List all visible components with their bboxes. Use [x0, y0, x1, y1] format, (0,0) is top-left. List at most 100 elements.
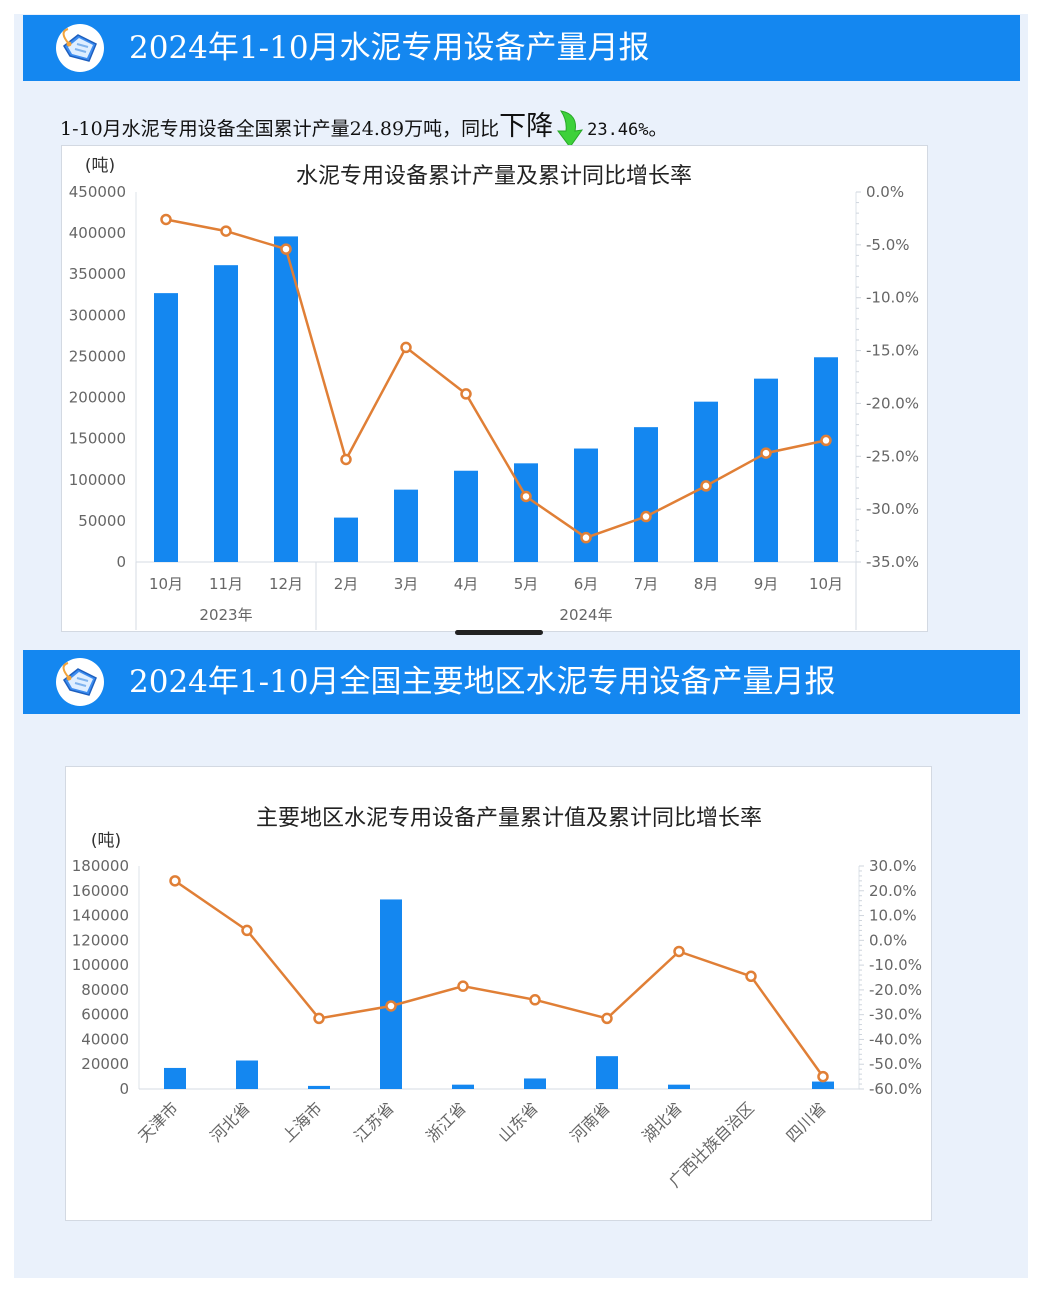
right-y-tick-label: -60.0%	[869, 1080, 922, 1098]
right-y-tick-label: 0.0%	[869, 931, 907, 949]
y-axis-unit-label: (吨)	[85, 156, 115, 176]
x-category-label: 浙江省	[422, 1098, 469, 1145]
x-category-label: 四川省	[782, 1098, 829, 1145]
left-y-tick-label: 400000	[69, 224, 126, 242]
growth-rate-point-1	[169, 875, 181, 887]
chart-bar-4	[380, 899, 402, 1089]
growth-rate-point-5	[400, 341, 412, 354]
chart-bar-1	[154, 293, 178, 562]
chart-title: 水泥专用设备累计产量及累计同比增长率	[296, 164, 692, 189]
left-y-tick-label: 300000	[69, 306, 126, 324]
growth-rate-point-11	[760, 447, 772, 459]
right-y-tick-label: -20.0%	[866, 394, 919, 412]
summary-suffix: 。	[648, 118, 668, 140]
chart-bar-10	[812, 1081, 834, 1089]
x-category-label: 3月	[394, 575, 419, 593]
chart-bar-4	[334, 517, 358, 562]
growth-rate-point-9	[745, 970, 757, 983]
growth-rate-line	[165, 218, 827, 540]
left-y-tick-label: 100000	[69, 471, 126, 489]
growth-rate-point-2	[220, 225, 232, 237]
left-y-tick-label: 80000	[81, 981, 129, 999]
growth-rate-point-7	[520, 490, 532, 503]
x-category-label: 4月	[454, 575, 479, 593]
left-y-tick-label: 60000	[81, 1006, 129, 1024]
growth-rate-point-3	[313, 1012, 325, 1025]
right-y-tick-label: -30.0%	[869, 1006, 922, 1024]
right-y-tick-label: -5.0%	[866, 236, 910, 254]
right-y-tick-label: -40.0%	[869, 1030, 922, 1048]
growth-rate-point-1	[160, 213, 172, 226]
x-category-label: 5月	[514, 575, 539, 593]
chart-card-national: 水泥专用设备累计产量及累计同比增长率 (吨) 0 50000 100000 150000 2…	[61, 145, 928, 632]
right-y-tick-label: -10.0%	[866, 289, 919, 307]
chart-title: 主要地区水泥专用设备产量累计值及累计同比增长率	[256, 806, 762, 831]
x-category-label: 河北省	[206, 1098, 253, 1145]
banner-title: 2024年1-10月水泥专用设备产量月报	[129, 30, 650, 66]
left-y-tick-label: 140000	[72, 907, 129, 925]
left-y-tick-label: 250000	[69, 347, 126, 365]
right-y-tick-label: -25.0%	[866, 447, 919, 465]
left-y-tick-label: 0	[119, 1080, 129, 1098]
green-down-arrow-icon	[557, 110, 584, 148]
price-tag-icon	[56, 658, 104, 706]
y-axis-unit-label: (吨)	[91, 831, 121, 851]
report-banner-regional: 2024年1-10月全国主要地区水泥专用设备产量月报	[23, 650, 1020, 714]
chart-bar-2	[214, 265, 238, 562]
chart-bar-3	[274, 236, 298, 562]
x-category-label: 天津市	[134, 1098, 181, 1145]
growth-rate-point-6	[529, 994, 541, 1006]
left-y-tick-label: 180000	[72, 857, 129, 875]
right-y-tick-label: 30.0%	[869, 857, 917, 875]
right-y-tick-label: 20.0%	[869, 882, 917, 900]
left-y-tick-label: 20000	[81, 1055, 129, 1073]
chart-bar-12	[814, 357, 838, 562]
right-y-tick-label: -20.0%	[869, 981, 922, 999]
left-y-tick-label: 40000	[81, 1030, 129, 1048]
right-y-tick-label: 10.0%	[869, 907, 917, 925]
chart-regional-cumulative: 主要地区水泥专用设备产量累计值及累计同比增长率 (吨) 0 20000 40000 600…	[72, 806, 922, 1191]
left-y-tick-label: 120000	[72, 931, 129, 949]
banner-title: 2024年1-10月全国主要地区水泥专用设备产量月报	[129, 664, 836, 700]
x-category-label: 10月	[809, 575, 843, 593]
x-category-label: 10月	[149, 575, 183, 593]
chart-national-cumulative: 水泥专用设备累计产量及累计同比增长率 (吨) 0 50000 100000 150000 2…	[69, 156, 919, 630]
chart-bar-5	[394, 489, 418, 562]
chart-bar-7	[596, 1056, 618, 1089]
left-y-tick-label: 50000	[78, 512, 126, 530]
growth-rate-point-6	[460, 388, 472, 400]
growth-rate-point-3	[280, 243, 292, 255]
x-category-label: 6月	[574, 575, 599, 593]
scroll-handle	[455, 630, 543, 635]
left-y-tick-label: 100000	[72, 956, 129, 974]
left-y-tick-label: 0	[116, 553, 126, 571]
x-category-label: 河南省	[566, 1098, 613, 1145]
growth-rate-point-7	[601, 1012, 613, 1025]
report-banner-national: 2024年1-10月水泥专用设备产量月报	[23, 15, 1020, 81]
growth-rate-point-9	[640, 510, 652, 523]
left-y-tick-label: 450000	[69, 183, 126, 201]
left-y-tick-label: 160000	[72, 882, 129, 900]
chart-bar-11	[754, 378, 778, 562]
left-y-tick-label: 200000	[69, 389, 126, 407]
right-y-tick-label: -10.0%	[869, 956, 922, 974]
growth-rate-point-10	[817, 1070, 829, 1083]
chart-bar-2	[236, 1060, 258, 1089]
right-y-tick-label: -30.0%	[866, 500, 919, 518]
x-group-label: 2024年	[559, 606, 612, 624]
x-category-label: 山东省	[494, 1098, 541, 1145]
x-category-label: 12月	[269, 575, 303, 593]
chart-bar-8	[668, 1084, 690, 1089]
summary-prefix: 1-10月水泥专用设备全国累计产量24.89万吨，同比	[60, 118, 500, 140]
growth-rate-point-5	[457, 980, 469, 992]
x-category-label: 2月	[334, 575, 359, 593]
price-tag-icon	[56, 24, 104, 72]
chart-bar-6	[454, 470, 478, 562]
growth-rate-point-4	[340, 453, 352, 466]
chart-bar-8	[574, 448, 598, 562]
chart-bar-9	[634, 427, 658, 562]
x-category-label: 9月	[754, 575, 779, 593]
growth-rate-point-8	[673, 945, 685, 958]
x-group-label: 2023年	[199, 606, 252, 624]
growth-rate-point-10	[700, 480, 712, 492]
